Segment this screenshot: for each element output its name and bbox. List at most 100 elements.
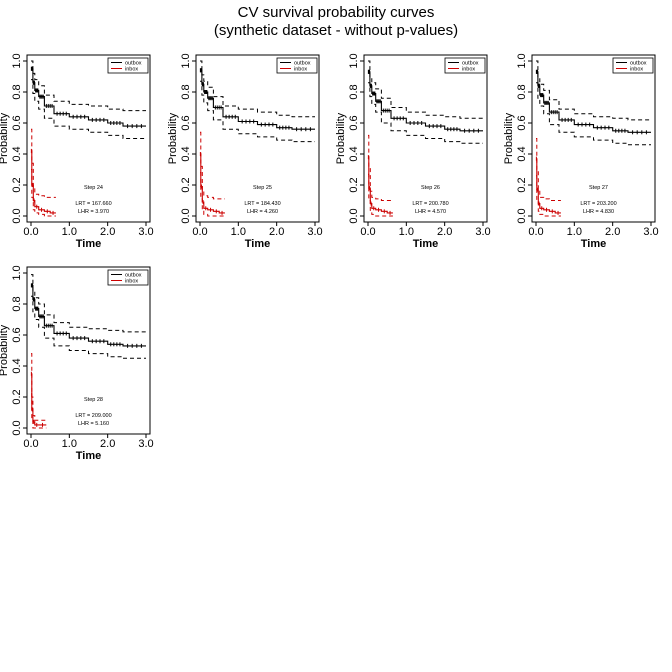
legend-label-inbox: inbox [462, 67, 475, 73]
y-tick-label: 0.6 [348, 115, 360, 130]
y-axis-label: Probability [335, 112, 347, 164]
y-axis-label: Probability [503, 112, 515, 164]
y-tick-label: 0.8 [11, 84, 23, 99]
ci-upper-line [200, 131, 225, 200]
legend-box [276, 57, 318, 74]
series-outbox [367, 60, 483, 144]
chart-panel-1: 0.0 1.0 2.0 3.00.00.20.40.60.81.0TimeProbab… [0, 53, 154, 250]
lrt-label: LRT = 209.000 [75, 413, 111, 419]
ci-upper-line [536, 138, 561, 201]
y-tick-label: 0.2 [516, 177, 528, 192]
y-axis-label: Probability [0, 112, 10, 164]
chart-panel-3: 0.0 1.0 2.0 3.00.00.20.40.60.81.0TimeProbab… [335, 53, 491, 250]
plot-frame [26, 266, 151, 435]
y-tick-label: 0.8 [348, 84, 360, 99]
y-tick-label: 1.0 [11, 265, 23, 280]
y-tick-label: 0.2 [180, 177, 192, 192]
y-tick-label: 0.0 [11, 420, 23, 435]
legend-box [612, 57, 654, 74]
ci-lower-line [200, 80, 315, 143]
survival-line [368, 156, 393, 214]
x-tick-label: 1.0 [567, 226, 582, 238]
ci-lower-line [536, 82, 651, 146]
ci-lower-line [200, 172, 225, 217]
ci-upper-line [31, 60, 146, 112]
lhr-label: LHR = 4.830 [583, 209, 614, 215]
survival-line [200, 69, 315, 130]
y-axis-label: Probability [0, 324, 10, 376]
legend-label-outbox: outbox [294, 61, 311, 67]
x-tick-label: 3.0 [307, 226, 322, 238]
chart-panel-2: 0.0 1.0 2.0 3.00.00.20.40.60.81.0TimeProbab… [167, 53, 323, 250]
y-tick-label: 0.8 [180, 84, 192, 99]
ci-lower-line [368, 82, 483, 144]
series-outbox [30, 274, 146, 359]
ci-upper-line [368, 134, 393, 201]
x-tick-label: 2.0 [100, 226, 115, 238]
legend-box [107, 269, 149, 286]
x-tick-label: 0.0 [23, 438, 38, 450]
figure-subtitle: (synthetic dataset - without p-values) [213, 22, 459, 39]
y-tick-label: 0.6 [11, 327, 23, 342]
x-tick-label: 3.0 [643, 226, 658, 238]
ci-lower-line [31, 169, 56, 217]
lhr-label: LHR = 4.260 [247, 209, 278, 215]
lhr-label: LHR = 4.570 [415, 209, 446, 215]
ci-lower-line [31, 79, 146, 139]
series-outbox [199, 60, 315, 143]
plot-frame [531, 54, 656, 223]
y-tick-label: 1.0 [516, 53, 528, 68]
y-tick-label: 0.4 [180, 146, 192, 161]
y-tick-label: 0.2 [11, 389, 23, 404]
legend-box [444, 57, 486, 74]
ci-upper-line [536, 60, 651, 121]
x-tick-label: 1.0 [62, 226, 77, 238]
x-tick-label: 1.0 [62, 438, 77, 450]
survival-line [200, 153, 225, 214]
x-tick-label: 2.0 [100, 438, 115, 450]
y-tick-label: 0.8 [516, 84, 528, 99]
chart-panel-5: 0.0 1.0 2.0 3.00.00.20.40.60.81.0TimeProbab… [0, 265, 154, 462]
x-axis-label: Time [413, 238, 438, 250]
y-tick-label: 0.8 [11, 296, 23, 311]
legend-label-inbox: inbox [630, 67, 643, 73]
x-tick-label: 2.0 [437, 226, 452, 238]
legend-label-outbox: outbox [125, 61, 142, 67]
step-label: Step 25 [253, 185, 272, 191]
x-tick-label: 3.0 [475, 226, 490, 238]
lhr-label: LHR = 5.160 [78, 421, 109, 427]
step-label: Step 28 [84, 397, 103, 403]
x-axis-label: Time [581, 238, 606, 250]
series-outbox [30, 60, 146, 139]
lrt-label: LRT = 184.430 [244, 201, 280, 207]
series-outbox [535, 60, 651, 146]
x-tick-label: 2.0 [269, 226, 284, 238]
y-tick-label: 0.0 [180, 208, 192, 223]
series-inbox [367, 134, 393, 217]
ci-upper-line [200, 60, 315, 118]
y-tick-label: 0.4 [516, 146, 528, 161]
x-tick-label: 0.0 [528, 226, 543, 238]
lhr-label: LHR = 3.970 [78, 209, 109, 215]
lrt-label: LRT = 200.780 [412, 201, 448, 207]
x-axis-label: Time [76, 450, 101, 462]
y-tick-label: 0.2 [11, 177, 23, 192]
x-tick-label: 0.0 [360, 226, 375, 238]
ci-lower-line [368, 173, 393, 217]
x-axis-label: Time [76, 238, 101, 250]
survival-line [536, 71, 651, 133]
step-label: Step 27 [589, 185, 608, 191]
lrt-label: LRT = 203.200 [580, 201, 616, 207]
step-label: Step 24 [84, 185, 103, 191]
legend-label-inbox: inbox [125, 67, 138, 73]
series-inbox [30, 128, 56, 217]
survival-line [536, 158, 561, 214]
survival-line [31, 373, 47, 426]
plot-frame [195, 54, 320, 223]
x-tick-label: 0.0 [23, 226, 38, 238]
